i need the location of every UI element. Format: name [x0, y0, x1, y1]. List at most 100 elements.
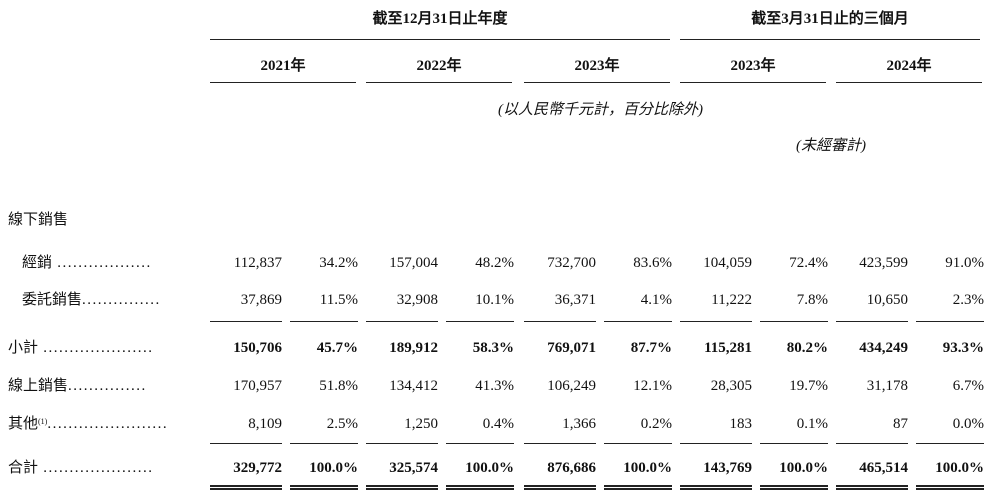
cell-amount: 112,837 [233, 255, 282, 271]
cell-pct: 12.1% [633, 378, 672, 394]
cell-pct: 6.7% [952, 378, 984, 394]
cell-pct: 100.0% [779, 460, 828, 476]
total-double-rule [836, 485, 908, 490]
cell-pct: 4.1% [640, 292, 672, 308]
total-double-rule [524, 485, 596, 490]
subtotal-rule [836, 321, 908, 322]
row-label-others: 其他(1)....................... [8, 415, 194, 433]
cell-pct: 100.0% [623, 460, 672, 476]
cell-pct: 93.3% [942, 340, 984, 356]
cell-pct: 2.3% [952, 292, 984, 308]
cell-pct: 45.7% [316, 340, 358, 356]
leader-dots: ..................... [38, 340, 154, 356]
total-double-rule [290, 485, 358, 490]
cell-pct: 72.4% [789, 255, 828, 271]
year-underline [836, 82, 982, 83]
row-label-text: 經銷 [22, 255, 53, 271]
leader-dots: ............... [68, 378, 147, 394]
cell-amount: 134,412 [389, 378, 438, 394]
row-label-text: 其他 [8, 416, 39, 432]
subtotal-rule [290, 321, 358, 322]
year-header-2022: 2022年 [416, 58, 462, 74]
cell-pct: 41.3% [475, 378, 514, 394]
cell-amount: 8,109 [248, 416, 282, 432]
total-rule [290, 443, 358, 444]
row-label-text: 線上銷售 [8, 378, 69, 394]
unit-note: (以人民幣千元計，百分比除外) [498, 102, 703, 118]
row-label-consignment: 委託銷售............... [22, 291, 194, 309]
header-three-months-group: 截至3月31日止的三個月 [751, 11, 909, 27]
total-double-rule [916, 485, 984, 490]
total-rule [680, 443, 752, 444]
cell-pct: 11.5% [319, 292, 358, 308]
cell-amount: 423,599 [859, 255, 908, 271]
cell-amount: 32,908 [396, 292, 438, 308]
subtotal-rule [760, 321, 828, 322]
cell-amount: 10,650 [866, 292, 908, 308]
row-label-offline-sales: 線下銷售 [8, 211, 194, 229]
row-label-text: 合計 [8, 460, 39, 476]
subtotal-rule [446, 321, 514, 322]
row-label-text: 委託銷售 [22, 292, 83, 308]
row-label-subtotal: 小計 ..................... [8, 339, 194, 357]
cell-amount: 769,071 [547, 340, 596, 356]
total-double-rule [760, 485, 828, 490]
cell-pct: 58.3% [472, 340, 514, 356]
subtotal-rule [210, 321, 282, 322]
row-label-total: 合計 ..................... [8, 459, 194, 477]
leader-dots: ............... [82, 292, 161, 308]
subtotal-rule [366, 321, 438, 322]
year-underline [210, 82, 356, 83]
cell-pct: 91.0% [945, 255, 984, 271]
cell-pct: 0.0% [952, 416, 984, 432]
footnote-marker: (1) [38, 417, 48, 426]
cell-amount: 1,366 [562, 416, 596, 432]
cell-pct: 80.2% [786, 340, 828, 356]
cell-pct: 19.7% [789, 378, 828, 394]
cell-amount: 465,514 [859, 460, 908, 476]
cell-amount: 37,869 [240, 292, 282, 308]
cell-amount: 183 [729, 416, 753, 432]
total-rule [446, 443, 514, 444]
group-underline-fy [210, 39, 670, 40]
group-underline-q [680, 39, 980, 40]
cell-pct: 0.1% [796, 416, 828, 432]
cell-amount: 115,281 [704, 340, 752, 356]
total-rule [604, 443, 672, 444]
cell-amount: 87 [893, 416, 908, 432]
year-underline [524, 82, 670, 83]
cell-amount: 104,059 [703, 255, 752, 271]
total-rule [210, 443, 282, 444]
unaudited-note: (未經審計) [796, 138, 866, 154]
cell-amount: 329,772 [233, 460, 282, 476]
subtotal-rule [916, 321, 984, 322]
header-fiscal-year-group: 截至12月31日止年度 [372, 11, 508, 27]
year-header-2021: 2021年 [260, 58, 306, 74]
cell-amount: 28,305 [710, 378, 752, 394]
leader-dots: ..................... [38, 460, 154, 476]
cell-amount: 189,912 [389, 340, 438, 356]
row-label-distribution: 經銷 .................. [22, 254, 194, 272]
cell-amount: 170,957 [233, 378, 282, 394]
row-label-text: 小計 [8, 340, 39, 356]
total-rule [366, 443, 438, 444]
cell-pct: 100.0% [309, 460, 358, 476]
total-double-rule [366, 485, 438, 490]
cell-amount: 106,249 [547, 378, 596, 394]
cell-pct: 2.5% [326, 416, 358, 432]
cell-pct: 34.2% [319, 255, 358, 271]
cell-amount: 325,574 [389, 460, 438, 476]
cell-pct: 48.2% [475, 255, 514, 271]
cell-amount: 1,250 [404, 416, 438, 432]
year-header-2023-q1: 2023年 [730, 58, 776, 74]
total-rule [916, 443, 984, 444]
cell-amount: 876,686 [547, 460, 596, 476]
subtotal-rule [604, 321, 672, 322]
cell-amount: 150,706 [233, 340, 282, 356]
leader-dots: ....................... [47, 416, 169, 432]
year-underline [680, 82, 826, 83]
subtotal-rule [680, 321, 752, 322]
cell-amount: 434,249 [859, 340, 908, 356]
cell-amount: 31,178 [866, 378, 908, 394]
year-header-2023: 2023年 [574, 58, 620, 74]
